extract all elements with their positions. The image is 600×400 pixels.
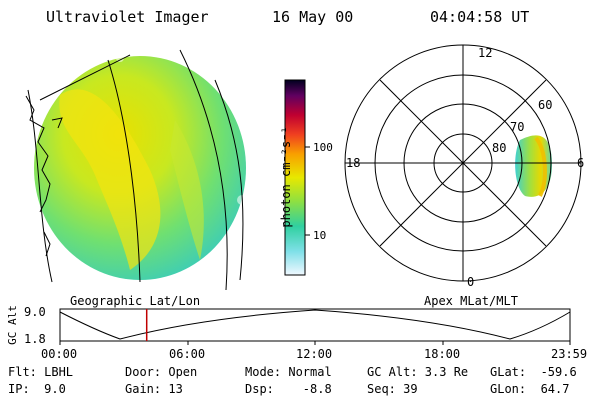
altitude-plot	[59, 308, 571, 345]
mlt-label-6: 6	[577, 156, 585, 170]
mlt-label-18: 18	[346, 156, 361, 170]
geographic-image	[25, 49, 247, 291]
mlt-label-12: 12	[478, 46, 493, 60]
status-mode: Mode: Normal	[245, 365, 332, 379]
gc-alt-axis-label: GC Alt	[6, 305, 19, 345]
instrument-title: Ultraviolet Imager	[46, 8, 209, 26]
colorbar	[284, 79, 310, 276]
time-label: 04:04:58 UT	[430, 8, 530, 26]
polar-plot	[344, 44, 582, 282]
time-tick-2359: 23:59	[551, 347, 588, 361]
status-glat: GLat: -59.6	[490, 365, 577, 379]
colorbar-tick-100: 100	[313, 141, 333, 154]
time-tick-1800: 18:00	[424, 347, 461, 361]
alt-tick-low: 1.8	[24, 332, 46, 346]
time-tick-0600: 06:00	[169, 347, 206, 361]
colorbar-unit-label: photon cm⁻²s⁻¹	[279, 126, 293, 228]
lat-label-70: 70	[510, 120, 525, 134]
status-dsp: Dsp: -8.8	[245, 382, 332, 396]
status-gc-alt: GC Alt: 3.3 Re	[367, 365, 469, 379]
status-filter: Flt: LBHL	[8, 365, 74, 379]
status-door: Door: Open	[125, 365, 198, 379]
colorbar-tick-10: 10	[313, 229, 327, 242]
time-tick-1200: 12:00	[296, 347, 333, 361]
lat-label-60: 60	[538, 98, 553, 112]
status-glon: GLon: 64.7	[490, 382, 570, 396]
date-label: 16 May 00	[272, 8, 354, 26]
mlt-label-0: 0	[467, 275, 475, 289]
alt-tick-high: 9.0	[24, 305, 46, 319]
apex-label: Apex MLat/MLT	[424, 294, 518, 308]
geographic-label: Geographic Lat/Lon	[70, 294, 201, 308]
status-seq: Seq: 39	[367, 382, 418, 396]
status-gain: Gain: 13	[125, 382, 183, 396]
time-tick-0000: 00:00	[41, 347, 78, 361]
lat-label-80: 80	[492, 141, 507, 155]
status-ip: IP: 9.0	[8, 382, 66, 396]
